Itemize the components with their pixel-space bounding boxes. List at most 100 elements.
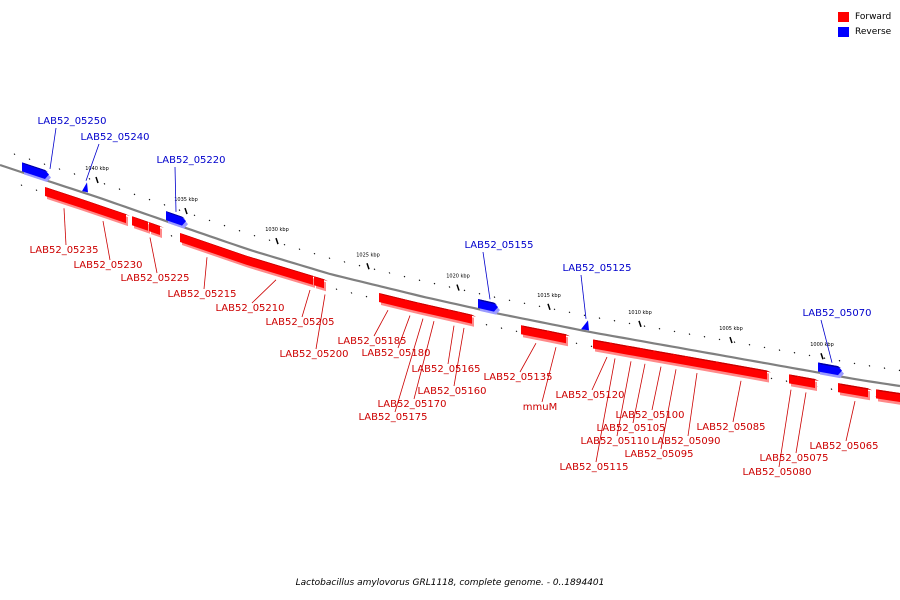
scale-tick-label: 1005 kbp: [719, 326, 743, 332]
minor-tick-upper: [583, 314, 586, 317]
scale-major-tick: [184, 207, 188, 215]
forward-gene-block-edge: [653, 350, 677, 356]
minor-tick-upper: [28, 158, 31, 161]
forward-gene-label: LAB52_05235: [29, 245, 98, 256]
forward-gene-block-edge: [458, 311, 476, 317]
reverse-gene-block-edge: [22, 162, 48, 172]
minor-tick-upper: [883, 367, 886, 369]
minor-tick-upper: [568, 311, 571, 314]
forward-gene-block-edge: [149, 222, 164, 228]
gene-leader-line: [820, 319, 833, 363]
legend-forward: Forward: [838, 9, 900, 24]
forward-gene-block-edge: [640, 347, 657, 353]
forward-gene-label: LAB52_05185: [337, 336, 406, 347]
minor-tick-upper: [553, 308, 556, 311]
reverse-gene-label: LAB52_05125: [562, 263, 631, 274]
scale-major-tick: [456, 284, 460, 291]
legend-reverse: Reverse: [838, 24, 900, 39]
scale-tick-label: 1015 kbp: [537, 293, 561, 299]
forward-gene-block: [448, 309, 458, 321]
minor-tick-upper: [838, 359, 841, 362]
forward-gene-label: LAB52_05215: [167, 289, 236, 300]
legend-reverse-label: Reverse: [855, 26, 892, 37]
gene-leader-line: [301, 289, 311, 318]
forward-gene-block-edge: [180, 233, 250, 258]
forward-gene-block-edge: [547, 330, 570, 337]
minor-tick-upper: [58, 168, 61, 170]
forward-gene-block: [521, 325, 547, 340]
minor-tick-upper: [88, 178, 91, 180]
forward-gene-block: [685, 355, 716, 371]
reverse-swatch-icon: [838, 26, 849, 37]
minor-tick-lower: [335, 288, 338, 291]
minor-tick-upper: [778, 349, 781, 351]
minor-tick-upper: [823, 357, 826, 359]
forward-gene-block: [379, 292, 405, 309]
minor-tick-upper: [253, 234, 256, 237]
forward-gene-label: LAB52_05210: [215, 303, 284, 314]
forward-gene-block-edge: [132, 216, 152, 224]
forward-gene-block-edge: [428, 304, 452, 312]
minor-tick-upper: [118, 188, 121, 191]
minor-tick-upper: [298, 248, 301, 251]
reverse-gene-block-edge: [478, 299, 497, 305]
minor-tick-upper: [238, 229, 241, 232]
forward-gene-label: LAB52_05175: [358, 412, 427, 423]
gene-leader-line: [315, 294, 326, 350]
minor-tick-upper: [478, 292, 481, 295]
minor-tick-upper: [193, 214, 196, 217]
minor-tick-upper: [643, 325, 646, 327]
minor-tick-upper: [793, 351, 796, 354]
forward-gene-label: LAB52_05120: [555, 390, 624, 401]
map-caption: Lactobacillus amylovorus GRL1118, comple…: [295, 578, 605, 588]
forward-gene-block-edge: [838, 383, 872, 391]
gene-leader-line: [251, 279, 277, 304]
minor-tick-upper: [343, 261, 346, 263]
forward-gene-block-edge: [379, 292, 409, 302]
forward-gene-label: LAB52_05065: [809, 441, 878, 452]
gene-leader-line: [394, 318, 424, 413]
gene-leader-line: [174, 166, 177, 212]
forward-gene-label: LAB52_05090: [651, 436, 720, 447]
forward-gene-label: LAB52_05110: [580, 436, 649, 447]
scale-tick-label: 1020 kbp: [446, 274, 470, 280]
minor-tick-upper: [328, 257, 331, 260]
reverse-gene-block: [22, 162, 49, 179]
gene-leader-line: [591, 356, 608, 391]
backbone-line: [0, 163, 900, 388]
forward-gene-block-edge: [45, 187, 84, 201]
minor-tick-upper: [508, 299, 511, 302]
gene-leader-line: [845, 401, 856, 442]
minor-tick-upper: [658, 327, 661, 330]
minor-tick-upper: [283, 243, 286, 246]
minor-tick-upper: [433, 282, 436, 285]
minor-tick-upper: [733, 341, 736, 343]
minor-tick-upper: [748, 343, 751, 346]
forward-gene-block-edge: [797, 375, 819, 381]
gene-leader-line: [778, 389, 792, 468]
forward-gene-block-edge: [627, 345, 644, 350]
scale-major-tick: [95, 176, 99, 184]
minor-tick-lower: [20, 184, 23, 187]
forward-gene-label: LAB52_05115: [559, 462, 628, 473]
minor-tick-upper: [418, 279, 421, 282]
forward-gene-label: mmuM: [523, 402, 557, 413]
minor-tick-upper: [268, 239, 271, 242]
minor-tick-upper: [808, 354, 811, 357]
forward-gene-block: [180, 233, 246, 265]
minor-tick-upper: [13, 153, 16, 156]
forward-gene-block-edge: [876, 389, 900, 395]
scale-major-tick: [275, 237, 279, 245]
scale-major-tick: [547, 303, 551, 311]
reverse-gene-label: LAB52_05070: [802, 308, 871, 319]
minor-tick-upper: [853, 362, 856, 365]
forward-gene-label: LAB52_05170: [377, 399, 446, 410]
reverse-gene-label: LAB52_05155: [464, 240, 533, 251]
gene-leader-line: [482, 251, 491, 300]
scale-tick-label: 1040 kbp: [85, 166, 109, 172]
minor-tick-lower: [770, 377, 773, 380]
scale-tick-label: 1010 kbp: [628, 310, 652, 316]
reverse-gene-block: [166, 211, 186, 226]
reverse-gene-block: [478, 299, 498, 312]
